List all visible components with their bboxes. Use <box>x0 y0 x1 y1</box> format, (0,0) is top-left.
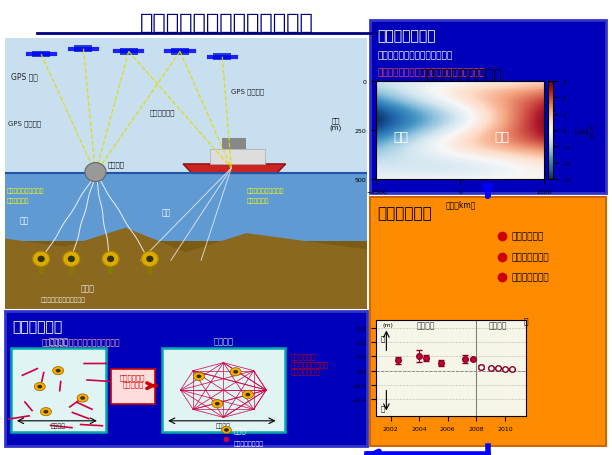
Circle shape <box>34 383 45 391</box>
Bar <box>147 259 152 274</box>
Circle shape <box>102 252 119 267</box>
Text: 西: 西 <box>381 404 385 411</box>
Text: （送受波器）: （送受波器） <box>6 198 29 203</box>
Polygon shape <box>5 39 367 174</box>
Text: 動揺計測装置: 動揺計測装置 <box>150 110 175 116</box>
Text: 航走観測: 航走観測 <box>488 321 507 330</box>
FancyBboxPatch shape <box>370 198 606 446</box>
Text: （送受波器）: （送受波器） <box>247 198 269 203</box>
Text: 多点同時観測による海中音速推定精度の向上: 多点同時観測による海中音速推定精度の向上 <box>378 68 485 77</box>
FancyBboxPatch shape <box>5 312 367 446</box>
Text: 船による観測: 船による観測 <box>12 320 62 334</box>
Title: 黒潮本流：潮流に直交: 黒潮本流：潮流に直交 <box>419 68 502 82</box>
Text: 海底局: 海底局 <box>80 283 94 293</box>
Text: 安定性の向上: 安定性の向上 <box>511 232 543 241</box>
Y-axis label: 音速
偏差
(m/s): 音速 偏差 (m/s) <box>576 124 594 138</box>
Text: 音響トランスデューサ: 音響トランスデューサ <box>247 188 284 194</box>
Bar <box>69 259 73 274</box>
Text: 漂流観測: 漂流観測 <box>417 321 436 330</box>
X-axis label: 距離（km）: 距離（km） <box>445 200 476 209</box>
Text: ブイによる観測: ブイによる観測 <box>378 29 436 43</box>
Circle shape <box>196 375 201 379</box>
Text: 音響測距データを
取得した場所: 音響測距データを 取得した場所 <box>234 440 264 453</box>
Circle shape <box>141 252 159 267</box>
Text: 航走観測: 航走観測 <box>214 337 233 346</box>
Bar <box>119 49 138 56</box>
Circle shape <box>53 367 64 375</box>
Bar <box>108 259 113 274</box>
Circle shape <box>224 428 229 432</box>
Text: 水深程度: 水深程度 <box>216 422 231 428</box>
Text: 音響トランスデューサ: 音響トランスデューサ <box>6 188 44 194</box>
FancyBboxPatch shape <box>370 20 606 193</box>
Y-axis label: 深度
(m): 深度 (m) <box>329 117 341 131</box>
Text: 東: 東 <box>381 334 385 341</box>
Polygon shape <box>5 174 367 250</box>
Circle shape <box>193 372 204 380</box>
Bar <box>210 150 264 165</box>
Text: 観測回数の増加: 観測回数の増加 <box>511 253 548 262</box>
FancyBboxPatch shape <box>162 348 285 432</box>
Circle shape <box>146 256 154 263</box>
Text: 漂流観測: 漂流観測 <box>48 337 69 346</box>
Circle shape <box>233 370 238 374</box>
Polygon shape <box>183 165 286 174</box>
Circle shape <box>230 368 241 376</box>
Circle shape <box>222 426 231 434</box>
Circle shape <box>245 393 250 396</box>
Bar <box>32 51 50 58</box>
Text: 多数の場所で
（色々な方位から）
音響測位を実施: 多数の場所で （色々な方位から） 音響測位を実施 <box>291 353 329 374</box>
Bar <box>171 49 189 56</box>
Circle shape <box>37 256 45 263</box>
Circle shape <box>212 399 223 408</box>
Text: 音波発受信点
配置を改善: 音波発受信点 配置を改善 <box>120 373 146 387</box>
FancyBboxPatch shape <box>111 369 155 404</box>
Circle shape <box>63 252 80 267</box>
Circle shape <box>215 402 220 406</box>
Circle shape <box>77 394 88 402</box>
Circle shape <box>68 256 75 263</box>
Circle shape <box>37 385 42 389</box>
Text: GPS 衛星: GPS 衛星 <box>11 72 38 81</box>
Text: （ミラートランスポンダ）: （ミラートランスポンダ） <box>41 297 86 302</box>
Text: 観測結果の例: 観測結果の例 <box>378 206 432 221</box>
Text: (m): (m) <box>382 323 393 328</box>
Text: 観測データの配置例（上から見た図）: 観測データの配置例（上から見た図） <box>42 338 120 347</box>
Text: GPS アンテナ: GPS アンテナ <box>8 120 41 127</box>
Bar <box>39 259 43 274</box>
Circle shape <box>242 390 253 399</box>
Polygon shape <box>5 242 367 309</box>
Text: 海底局: 海底局 <box>234 427 247 433</box>
Circle shape <box>56 369 61 373</box>
Text: 遅い: 遅い <box>393 131 408 144</box>
Circle shape <box>40 408 51 416</box>
Text: 長期、リアルタイム観測の可能性: 長期、リアルタイム観測の可能性 <box>378 84 458 93</box>
Polygon shape <box>5 228 367 309</box>
FancyBboxPatch shape <box>11 348 106 432</box>
Text: 音波: 音波 <box>20 216 29 225</box>
Text: 年: 年 <box>523 317 528 326</box>
Circle shape <box>32 252 50 267</box>
Text: GPS アンテナ: GPS アンテナ <box>231 88 264 95</box>
Circle shape <box>80 396 85 400</box>
Text: 海底地殻変動観測の高精度化: 海底地殻変動観測の高精度化 <box>140 13 313 33</box>
Text: 速い: 速い <box>494 131 509 144</box>
Circle shape <box>107 256 114 263</box>
Text: 音響ブイ: 音響ブイ <box>108 161 125 167</box>
Bar <box>222 139 247 150</box>
Text: 海中音速構造の空間分布の把握: 海中音速構造の空間分布の把握 <box>378 51 453 61</box>
Bar <box>74 46 92 53</box>
Circle shape <box>43 410 48 414</box>
Circle shape <box>85 163 106 182</box>
Text: 音波: 音波 <box>162 207 171 217</box>
Text: 水深程度: 水深程度 <box>51 422 66 428</box>
Bar <box>213 54 231 61</box>
Text: 観測精度の向上: 観測精度の向上 <box>511 273 548 282</box>
